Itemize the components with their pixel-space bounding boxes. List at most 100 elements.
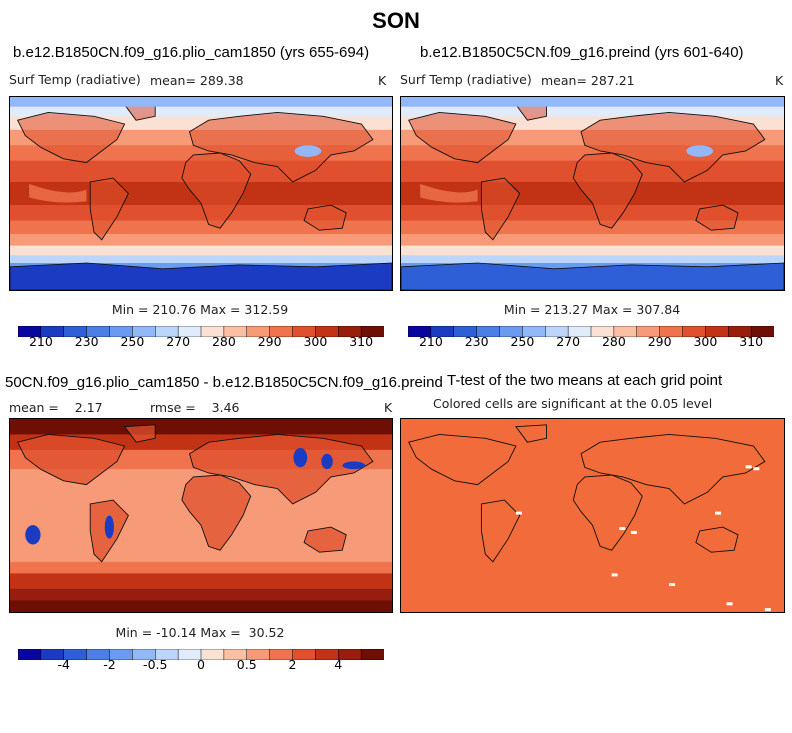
non-significant-cell xyxy=(764,608,771,612)
coastline xyxy=(188,111,374,183)
cool-tongue xyxy=(29,183,87,203)
colorbar-swatch xyxy=(360,648,385,661)
coastline xyxy=(580,111,766,183)
panel1-variable: Surf Temp (radiative) xyxy=(9,72,141,87)
panel1-mean: mean= 289.38 xyxy=(150,73,244,88)
anomaly-band xyxy=(10,419,392,435)
non-significant-cell xyxy=(669,583,676,587)
non-significant-cell xyxy=(630,530,637,534)
negative-anomaly xyxy=(321,453,333,470)
panel3-title: 50CN.f09_g16.plio_cam1850 - b.e12.B1850C… xyxy=(5,374,443,391)
coastline xyxy=(303,204,347,231)
coastline xyxy=(580,433,766,505)
colorbar-tick-label: 280 xyxy=(211,334,236,349)
tibet-cold-spot xyxy=(686,145,714,157)
arctic-region xyxy=(401,97,784,107)
anomaly-band xyxy=(10,561,392,574)
coastline xyxy=(123,424,156,443)
temperature-band xyxy=(10,106,392,117)
coastline xyxy=(695,204,739,231)
panel3-mean: mean = 2.17 xyxy=(9,400,103,415)
colorbar-tick-label: 2 xyxy=(288,657,297,672)
temperature-band xyxy=(10,255,392,264)
anomaly-band xyxy=(10,600,392,612)
colorbar-tick-label: 210 xyxy=(28,334,53,349)
coastline xyxy=(695,526,739,553)
colorbar-tick-label: 4 xyxy=(334,657,343,672)
temperature-band xyxy=(401,255,784,264)
figure-title: SON xyxy=(372,8,420,33)
colorbar-tick-label: 230 xyxy=(74,334,99,349)
anomaly-band xyxy=(10,588,392,601)
panel4-map xyxy=(400,418,785,613)
negative-anomaly xyxy=(104,515,114,539)
colorbar-tick-label: -2 xyxy=(103,657,116,672)
coastline xyxy=(408,433,517,486)
colorbar-tick-label: 270 xyxy=(556,334,581,349)
coastline xyxy=(16,111,126,164)
temperature-band xyxy=(401,234,784,247)
panel2-map xyxy=(400,96,785,291)
colorbar-tick-label: 210 xyxy=(418,334,443,349)
colorbar-tick-label: 300 xyxy=(693,334,718,349)
coastline xyxy=(181,474,252,551)
significant-area xyxy=(401,419,784,612)
antarctica xyxy=(401,262,784,290)
panel2-minmax: Min = 213.27 Max = 307.84 xyxy=(503,302,681,317)
panel2-units: K xyxy=(775,73,784,88)
tibet-cold-spot xyxy=(294,145,322,157)
panel2-title: b.e12.B1850C5CN.f09_g16.preind (yrs 601-… xyxy=(420,44,744,61)
panel2-mean: mean= 287.21 xyxy=(541,73,635,88)
temperature-band xyxy=(10,234,392,247)
colorbar-tick-label: 270 xyxy=(166,334,191,349)
negative-anomaly xyxy=(25,525,41,545)
coastline xyxy=(16,433,126,486)
panel1-title: b.e12.B1850CN.f09_g16.plio_cam1850 (yrs … xyxy=(13,44,370,61)
colorbar-tick-label: 290 xyxy=(257,334,282,349)
colorbar-tick-label: 280 xyxy=(601,334,626,349)
colorbar-tick-label: 250 xyxy=(510,334,535,349)
coastline xyxy=(572,474,643,551)
non-significant-cell xyxy=(619,527,626,531)
colorbar-tick-label: -4 xyxy=(57,657,70,672)
non-significant-cell xyxy=(715,511,722,515)
coastline xyxy=(572,152,643,229)
non-significant-cell xyxy=(611,573,618,577)
colorbar-tick-label: 0.5 xyxy=(236,657,257,672)
coastline xyxy=(408,111,517,164)
panel1-units: K xyxy=(378,73,387,88)
cool-tongue xyxy=(420,183,478,203)
colorbar-swatch xyxy=(17,648,42,661)
coastline xyxy=(181,152,252,229)
panel2-colorbar xyxy=(407,322,775,338)
non-significant-cell xyxy=(753,467,760,471)
non-significant-cell xyxy=(515,511,522,515)
panel3-rmse: rmse = 3.46 xyxy=(150,400,240,415)
temperature-band xyxy=(401,245,784,256)
colorbar-tick-label: 0 xyxy=(197,657,205,672)
coastline xyxy=(188,433,374,505)
non-significant-cell xyxy=(726,602,733,606)
colorbar-tick-label: -0.5 xyxy=(143,657,168,672)
colorbar-tick-label: 290 xyxy=(647,334,672,349)
temperature-band xyxy=(401,106,784,117)
panel4-subtitle: Colored cells are significant at the 0.0… xyxy=(433,396,713,411)
negative-anomaly xyxy=(342,461,366,470)
panel1-colorbar xyxy=(17,322,385,338)
non-significant-cell xyxy=(745,465,752,469)
coastline xyxy=(480,177,521,241)
arctic-region xyxy=(10,97,392,107)
coastline xyxy=(515,424,547,443)
colorbar-tick-label: 230 xyxy=(464,334,489,349)
panel3-units: K xyxy=(384,400,393,415)
colorbar-tick-label: 310 xyxy=(349,334,374,349)
temperature-band xyxy=(10,245,392,256)
panel3-colorbar xyxy=(17,645,385,661)
anomaly-band xyxy=(10,573,392,590)
panel2-variable: Surf Temp (radiative) xyxy=(400,72,532,87)
coastline xyxy=(303,526,347,553)
panel1-map xyxy=(9,96,393,291)
colorbar-tick-label: 310 xyxy=(739,334,764,349)
colorbar-tick-label: 300 xyxy=(303,334,328,349)
panel1-minmax: Min = 210.76 Max = 312.59 xyxy=(111,302,289,317)
